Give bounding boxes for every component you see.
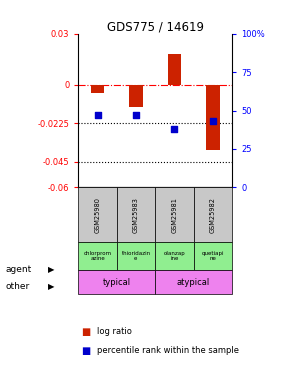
Text: log ratio: log ratio — [97, 327, 132, 336]
Bar — [168, 54, 181, 85]
Bar — [129, 85, 143, 107]
FancyBboxPatch shape — [117, 242, 155, 270]
Text: atypical: atypical — [177, 278, 210, 286]
Point — [172, 126, 177, 132]
Text: typical: typical — [103, 278, 131, 286]
Bar — [91, 85, 104, 93]
FancyBboxPatch shape — [155, 270, 232, 294]
Bar — [206, 85, 220, 150]
FancyBboxPatch shape — [194, 242, 232, 270]
FancyBboxPatch shape — [78, 242, 117, 270]
FancyBboxPatch shape — [194, 188, 232, 242]
Text: quetiapi
ne: quetiapi ne — [202, 251, 224, 261]
Text: GSM25983: GSM25983 — [133, 197, 139, 233]
FancyBboxPatch shape — [155, 242, 194, 270]
Text: GSM25981: GSM25981 — [171, 197, 177, 233]
Text: ■: ■ — [81, 327, 90, 337]
Text: chlorprom
azine: chlorprom azine — [84, 251, 112, 261]
Text: thioridazin
e: thioridazin e — [122, 251, 151, 261]
Text: agent: agent — [6, 265, 32, 274]
Text: ▶: ▶ — [48, 265, 54, 274]
Point — [134, 112, 138, 118]
Point — [211, 118, 215, 124]
FancyBboxPatch shape — [117, 188, 155, 242]
Text: other: other — [6, 282, 30, 291]
FancyBboxPatch shape — [155, 188, 194, 242]
Text: GSM25982: GSM25982 — [210, 197, 216, 233]
FancyBboxPatch shape — [78, 270, 155, 294]
Text: ■: ■ — [81, 346, 90, 355]
FancyBboxPatch shape — [78, 188, 117, 242]
Text: ▶: ▶ — [48, 282, 54, 291]
Text: GSM25980: GSM25980 — [95, 197, 101, 233]
Text: percentile rank within the sample: percentile rank within the sample — [97, 346, 239, 355]
Text: olanzap
ine: olanzap ine — [164, 251, 185, 261]
Text: GDS775 / 14619: GDS775 / 14619 — [107, 21, 204, 34]
Point — [95, 112, 100, 118]
